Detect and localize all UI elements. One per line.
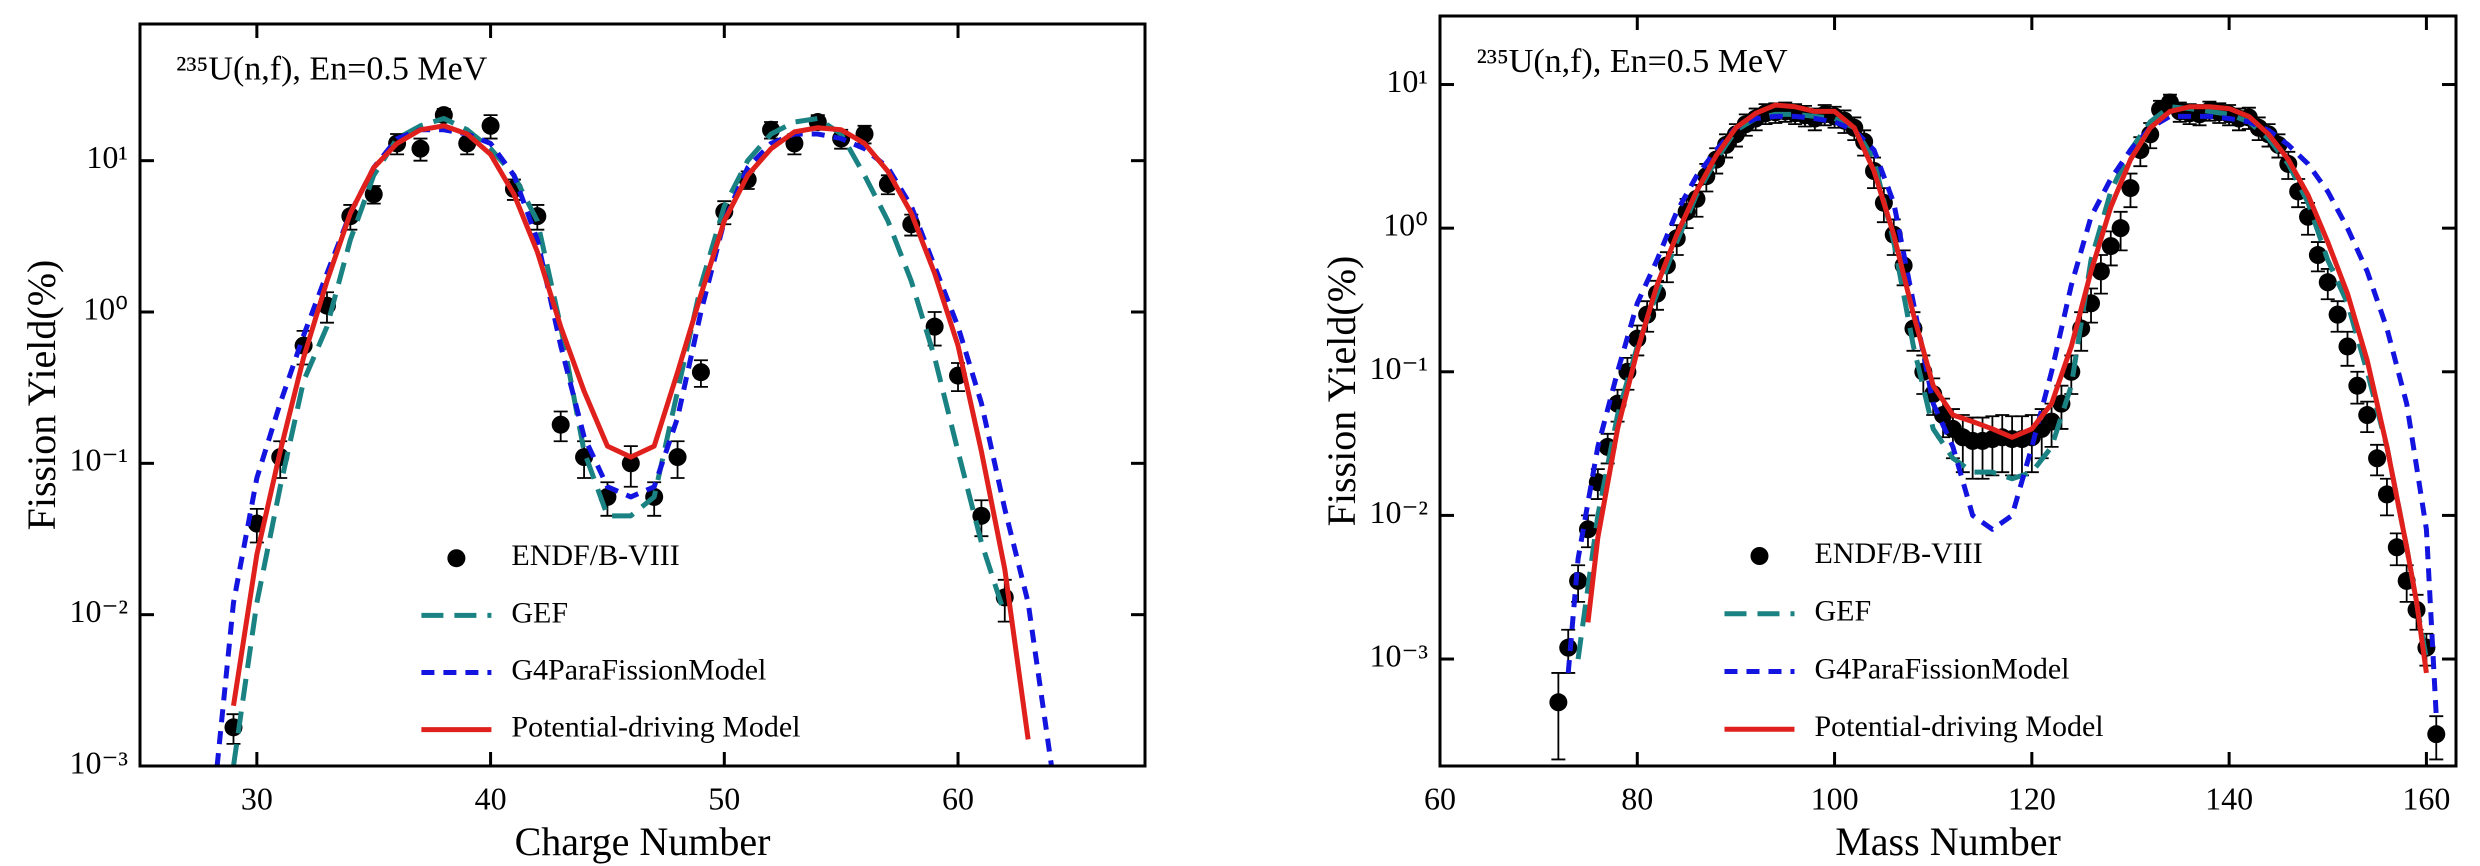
plot-area	[1549, 93, 2446, 761]
data-point	[2358, 406, 2377, 425]
data-point	[481, 116, 500, 135]
x-tick-label: 140	[2205, 780, 2253, 816]
y-tick-label: 10⁻³	[70, 744, 128, 780]
annotation: ²³⁵U(n,f), En=0.5 MeV	[176, 50, 488, 87]
y-tick-label: 10⁻²	[1370, 494, 1428, 530]
legend-label: G4ParaFissionModel	[511, 653, 766, 686]
x-tick-label: 160	[2402, 780, 2450, 816]
legend-label: G4ParaFissionModel	[1814, 652, 2069, 685]
data-point	[2121, 179, 2140, 198]
series-line	[1565, 113, 2439, 717]
y-tick-label: 10⁻¹	[70, 442, 128, 478]
data-point	[551, 415, 570, 434]
x-tick-label: 40	[475, 780, 507, 816]
data-point	[2368, 449, 2387, 468]
x-tick-label: 60	[942, 780, 974, 816]
legend-label: ENDF/B-VIII	[1814, 537, 1982, 570]
legend-label: GEF	[1814, 595, 1871, 628]
legend-label: GEF	[511, 596, 568, 629]
series-line	[231, 115, 1008, 766]
data-point	[2328, 305, 2347, 324]
x-axis-title: Mass Number	[1835, 819, 2061, 864]
data-point	[2387, 538, 2406, 557]
data-point	[2308, 246, 2327, 265]
legend-label: Potential-driving Model	[1814, 710, 2103, 743]
plot-frame	[138, 22, 1147, 768]
x-tick-label: 80	[1621, 780, 1653, 816]
data-point	[925, 317, 944, 336]
y-tick-label: 10⁻¹	[1370, 350, 1428, 386]
x-tick-label: 120	[2008, 780, 2056, 816]
legend-marker	[447, 549, 466, 568]
data-point	[972, 506, 991, 525]
y-tick-label: 10⁰	[83, 290, 128, 326]
plot-frame	[1438, 14, 2458, 768]
x-axis-title: Charge Number	[515, 819, 771, 864]
annotation: ²³⁵U(n,f), En=0.5 MeV	[1477, 43, 1789, 80]
y-tick-label: 10¹	[86, 139, 128, 175]
data-point	[411, 139, 430, 158]
series-line	[231, 123, 1031, 740]
data-point	[2318, 273, 2337, 292]
x-tick-label: 60	[1424, 780, 1456, 816]
y-axis-title: Fission Yield(%)	[1319, 256, 1364, 527]
data-point	[2091, 262, 2110, 281]
data-point	[2348, 376, 2367, 395]
data-point	[668, 448, 687, 467]
y-tick-label: 10¹	[1386, 63, 1428, 99]
data-point	[621, 454, 640, 473]
series-line	[214, 127, 1054, 766]
data-point	[2338, 337, 2357, 356]
data-point	[2427, 725, 2446, 744]
data-point	[2111, 219, 2130, 238]
error-bar	[1551, 672, 1566, 761]
legend-marker	[1750, 547, 1769, 565]
y-tick-label: 10⁻³	[1370, 637, 1428, 673]
x-tick-label: 50	[708, 780, 740, 816]
x-tick-label: 30	[241, 780, 273, 816]
data-point	[2101, 237, 2120, 256]
x-tick-label: 100	[1811, 780, 1859, 816]
data-point	[2377, 485, 2396, 504]
legend-label: ENDF/B-VIII	[511, 539, 679, 572]
plot-area	[214, 106, 1054, 766]
data-point	[1549, 693, 1568, 712]
data-point	[785, 134, 804, 153]
legend-label: Potential-driving Model	[511, 711, 800, 744]
data-point	[691, 363, 710, 382]
y-tick-label: 10⁰	[1383, 206, 1428, 242]
series-line	[1585, 102, 2429, 674]
y-axis-title: Fission Yield(%)	[19, 260, 64, 531]
y-tick-label: 10⁻²	[70, 593, 128, 629]
